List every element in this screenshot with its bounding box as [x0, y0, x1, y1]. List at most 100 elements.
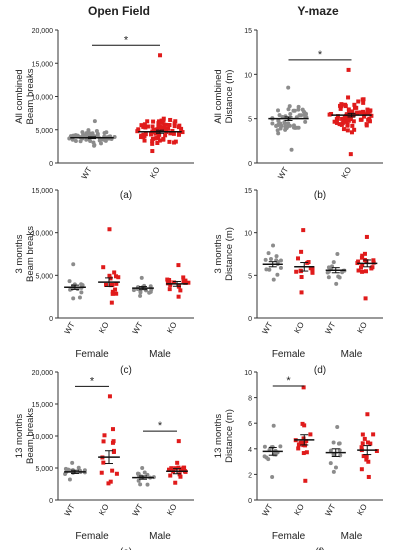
data-point [366, 474, 371, 479]
category-label: WT [260, 320, 274, 335]
data-point [167, 467, 172, 472]
data-point [145, 119, 150, 124]
data-point [163, 133, 168, 138]
data-point [110, 468, 115, 473]
data-point [299, 249, 304, 254]
y-axis-label: Distance (m) [224, 227, 235, 281]
y-tick-label: 0 [248, 498, 252, 505]
group-label: Female [75, 531, 109, 542]
data-point [161, 116, 166, 121]
data-point [141, 124, 146, 129]
category-label: WT [260, 502, 274, 517]
data-point [168, 473, 173, 478]
data-point [374, 448, 379, 453]
data-point [346, 67, 351, 72]
data-point [349, 130, 354, 135]
data-point [263, 257, 268, 262]
data-point [283, 125, 288, 130]
y-tick-label: 10 [244, 72, 252, 79]
chart-b: 0 5 10 15 All combined Distance (m) WT KO (b) * [213, 28, 383, 201]
data-point [329, 266, 334, 271]
data-point [75, 133, 80, 138]
data-point [355, 110, 360, 115]
data-point [179, 126, 184, 131]
panel-label: (a) [120, 190, 132, 201]
y-tick-label: 10,000 [32, 231, 54, 238]
data-point [168, 131, 173, 136]
data-point [361, 109, 366, 114]
data-point [99, 470, 104, 475]
data-point [156, 135, 161, 140]
data-point [267, 267, 272, 272]
data-point [288, 123, 293, 128]
data-point [114, 471, 119, 476]
data-point [138, 482, 143, 487]
data-point [346, 118, 351, 123]
data-point [161, 137, 166, 142]
data-point [296, 256, 301, 261]
y-tick-label: 15,000 [32, 402, 54, 409]
data-point [301, 436, 306, 441]
data-point [157, 138, 162, 143]
data-point [360, 441, 365, 446]
data-point [177, 123, 182, 128]
data-point [63, 466, 68, 471]
data-point [142, 138, 147, 143]
data-point [274, 254, 279, 259]
data-point [338, 103, 343, 108]
y-tick-label: 15 [244, 28, 252, 35]
data-point [150, 124, 155, 129]
data-point [63, 472, 68, 477]
y-axis-label: Beam breaks [25, 408, 36, 464]
data-point [167, 123, 172, 128]
data-point [367, 119, 372, 124]
data-point [266, 251, 271, 256]
data-point [271, 277, 276, 282]
y-axis-label: Beam breaks [25, 68, 36, 124]
data-point [106, 481, 111, 486]
data-point [335, 252, 340, 256]
significance-star: * [286, 375, 291, 387]
data-point [301, 228, 306, 233]
data-point [360, 432, 365, 437]
data-point [348, 152, 353, 157]
data-point [359, 445, 364, 450]
data-point [262, 444, 267, 449]
data-point [278, 126, 283, 131]
data-point [327, 112, 332, 117]
category-label: WT [80, 165, 94, 180]
data-point [167, 139, 172, 144]
category-label: KO [355, 503, 369, 518]
data-point [310, 267, 315, 272]
data-point [286, 85, 291, 90]
data-point [359, 265, 364, 270]
col-title-y-maze: Y-maze [297, 4, 339, 18]
data-point [150, 149, 155, 154]
data-point [160, 120, 165, 125]
data-point [371, 258, 376, 263]
y-tick-label: 0 [248, 316, 252, 323]
data-point [135, 129, 140, 134]
data-point [332, 119, 337, 124]
data-point [352, 102, 357, 107]
data-point [350, 109, 355, 114]
data-point [162, 126, 167, 131]
y-tick-label: 5 [248, 273, 252, 280]
data-point [359, 117, 364, 122]
data-point [296, 104, 301, 109]
y-tick-label: 5,000 [35, 273, 53, 280]
data-point [114, 291, 119, 296]
data-point [274, 123, 279, 128]
data-point [334, 281, 339, 286]
data-point [113, 274, 118, 279]
data-point [178, 468, 183, 473]
data-point [168, 117, 173, 122]
data-point [347, 114, 352, 119]
data-point [331, 440, 336, 445]
data-point [301, 451, 306, 456]
data-point [350, 123, 355, 128]
data-point [167, 287, 172, 292]
data-point [360, 269, 365, 274]
y-tick-label: 15 [244, 188, 252, 195]
category-label: WT [276, 165, 290, 180]
